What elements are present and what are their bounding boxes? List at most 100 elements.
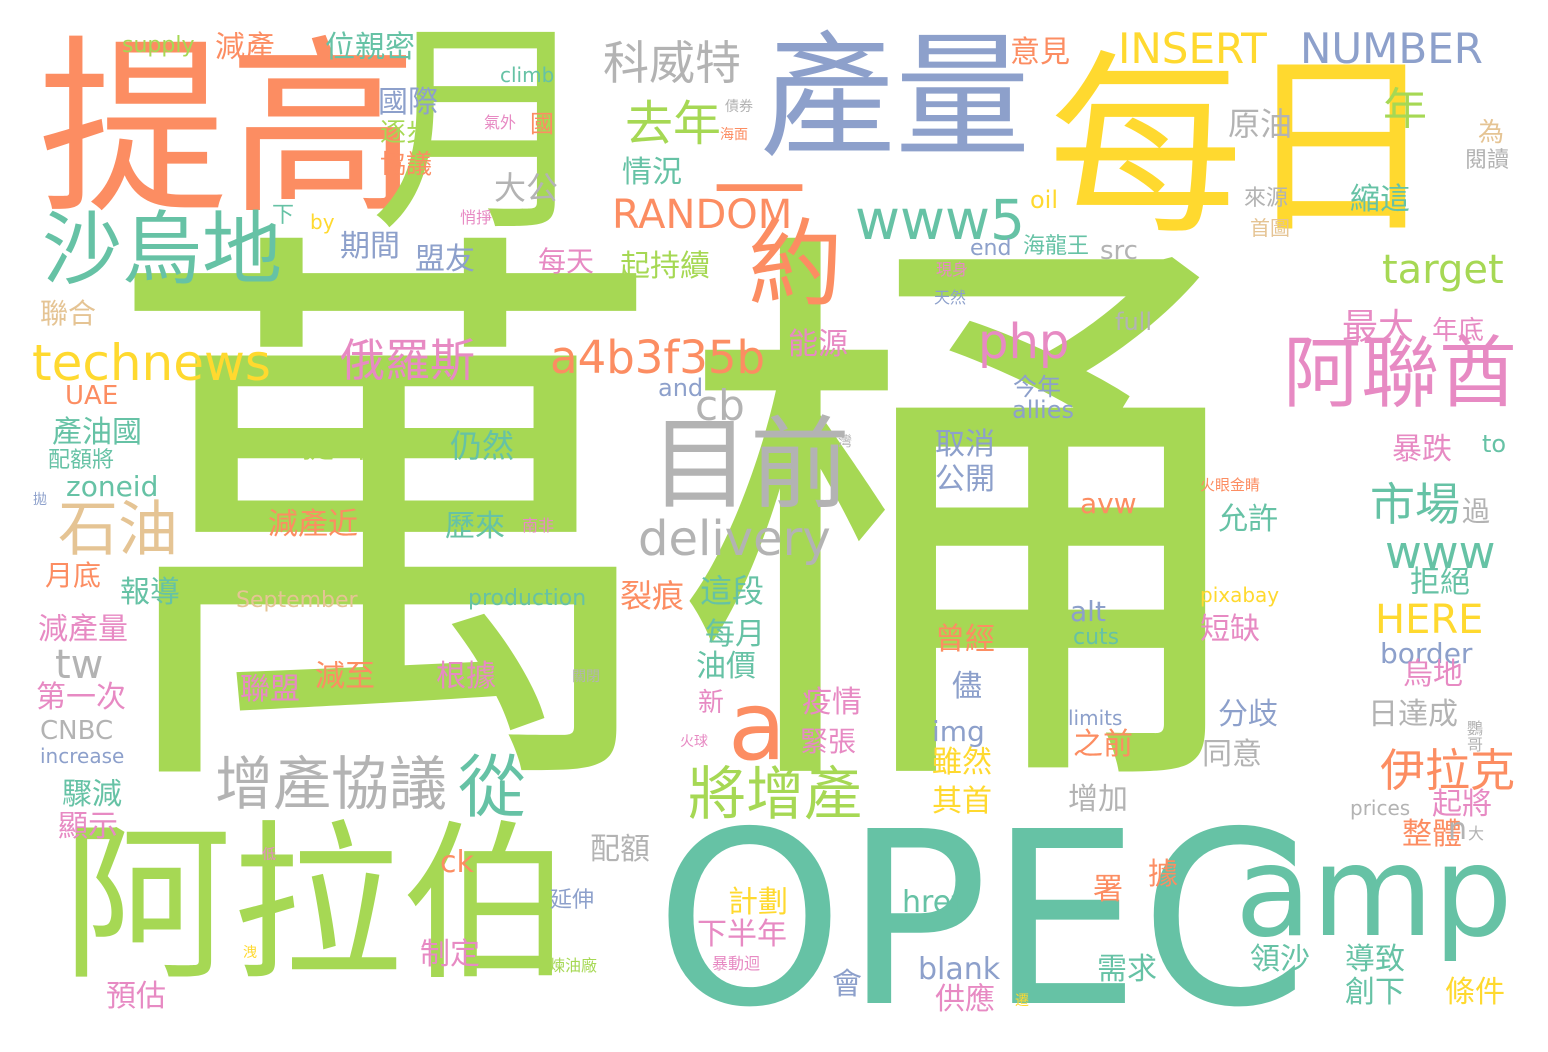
word-cjk-69: 天然 <box>934 288 967 307</box>
word-cjk-158: 條件 <box>1445 975 1505 1010</box>
word-end: end <box>970 236 1012 261</box>
word-cjk-80: 提出 <box>302 427 367 465</box>
word-cjk-120: 日達成 <box>1368 697 1458 732</box>
word-to: to <box>1482 430 1507 458</box>
word-cjk-47: 債券 <box>725 99 753 115</box>
word-cjk-88: 火眼金睛 <box>1200 476 1261 494</box>
word-cjk-58: 下 <box>272 203 295 228</box>
word-ck: ck <box>440 845 474 880</box>
word-avw: avw <box>1080 487 1137 520</box>
word-a: a <box>728 672 787 782</box>
word-src: src <box>1100 236 1138 266</box>
word-cjk-60: 悄掙 <box>460 208 493 227</box>
word-cjk-49: 氣外 <box>484 113 517 132</box>
word-cjk-84: 暴跌 <box>1392 432 1452 467</box>
word-cjk-133: 增加 <box>1068 782 1128 817</box>
word-cjk-152: 暴動迴 <box>712 954 761 973</box>
word-cjk-89: 過 <box>1462 495 1491 528</box>
word-cjk-40: 位親密 <box>325 30 415 65</box>
word-cjk-79: 配額將 <box>48 448 115 473</box>
word-blank: blank <box>918 952 1001 987</box>
word-cjk-139: 大 <box>1468 824 1485 843</box>
word-allies: allies <box>1012 396 1074 424</box>
word-cjk-157: 創下 <box>1345 975 1405 1010</box>
word-delivery: delivery <box>638 511 831 567</box>
word-cjk-70: 聯合 <box>40 297 97 330</box>
word-cjk-34: 年 <box>1383 84 1427 135</box>
word-alt: alt <box>1070 595 1106 628</box>
word-cjk-165: — <box>712 127 807 237</box>
word-cjk-112: 減至 <box>315 659 375 694</box>
word-img: img <box>932 715 985 748</box>
word-cjk-160: 會 <box>832 967 862 1002</box>
word-cjk-56: 來源 <box>1244 186 1289 211</box>
word-cjk-48: 海面 <box>720 127 748 143</box>
word-cjk-155: 領沙 <box>1250 942 1310 977</box>
word-tw: tw <box>55 642 104 688</box>
word-cjk-100: 拒絕 <box>1410 565 1470 600</box>
word-target: target <box>1382 247 1504 293</box>
word-cjk-98: 裂痕 <box>620 577 685 615</box>
word-here: HERE <box>1375 597 1484 643</box>
word-cjk-162: 遷 <box>1015 993 1029 1009</box>
word-random: RANDOM <box>612 192 793 238</box>
word-cjk-130: 同意 <box>1202 737 1262 772</box>
word-by: by <box>310 210 335 234</box>
word-cjk-15: 從 <box>458 749 527 828</box>
word-cjk-61: 期間 <box>340 229 400 264</box>
word-zoneid: zoneid <box>66 470 159 503</box>
word-prices: prices <box>1350 796 1411 820</box>
word-cjk-113: 根據 <box>436 659 496 694</box>
word-uae: UAE <box>65 381 119 411</box>
word-cjk-144: 署 <box>1093 872 1123 907</box>
word-cjk-115: 第一次 <box>36 680 126 715</box>
word-cjk-164: 拋 <box>33 492 47 508</box>
word-cjk-52: 閱讀 <box>1465 148 1510 173</box>
word-www5: www5 <box>855 188 1025 252</box>
word-cjk-140: 配額 <box>590 832 650 867</box>
word-cjk-4: 月 <box>370 1 595 263</box>
word-cjk-90: 減產近 <box>268 507 358 542</box>
word-cjk-30: 伊拉克 <box>1380 744 1516 797</box>
word-cjk-163: 灣 <box>838 434 852 450</box>
word-cjk-94: 月底 <box>45 559 102 592</box>
word-cjk-116: 疫情 <box>802 685 862 720</box>
word-a4b3f35b: a4b3f35b <box>550 331 766 384</box>
word-cjk-81: 仍然 <box>450 427 515 465</box>
word-cjk-145: 計劃 <box>728 885 788 920</box>
word-technews: technews <box>32 334 271 392</box>
word-cjk-132: 其首 <box>932 784 992 819</box>
word-cjk-2: 每日 <box>1048 34 1438 261</box>
word-cjk-154: 需求 <box>1097 952 1157 987</box>
word-cjk-64: 起持續 <box>620 249 710 284</box>
word-cjk-5: 產量 <box>760 19 1030 176</box>
word-cjk-82: 取消 <box>935 427 995 462</box>
word-cjk-26: 俄羅斯 <box>340 334 476 387</box>
word-cjk-57: 首圖 <box>1250 216 1290 240</box>
word-cjk-135: 起將 <box>1432 787 1492 822</box>
word-production: production <box>468 586 587 611</box>
word-cjk-105: 曾經 <box>935 622 995 657</box>
word-cjk-125: 鸚哥 <box>1464 720 1483 752</box>
word-cjk-73: 能源 <box>788 327 848 362</box>
word-cjk-63: 每天 <box>538 245 595 278</box>
word-cjk-28: 去年 <box>625 96 722 152</box>
word-cjk-35: 最大 <box>1342 307 1415 348</box>
word-cjk-117: 新 <box>698 688 725 718</box>
word-insert: INSERT <box>1118 24 1267 73</box>
word-cjk-137: 整體 <box>1402 817 1462 852</box>
word-cjk-46: 協議 <box>380 150 433 180</box>
word-cjk-93: 允許 <box>1218 502 1278 537</box>
word-cjk-14: 將增產 <box>688 760 863 828</box>
word-cjk-39: 減產 <box>215 30 275 65</box>
word-cjk-23: 科威特 <box>603 36 741 90</box>
word-cjk-11: 阿聯酋 <box>1283 329 1518 419</box>
word-cjk-53: 情況 <box>622 155 682 190</box>
word-cjk-76: 今年 <box>1013 373 1061 401</box>
word-cjk-150: 制定 <box>420 937 480 972</box>
word-limits: limits <box>1068 706 1123 730</box>
word-supply: supply <box>122 33 195 58</box>
word-cjk-102: 減產量 <box>38 612 128 647</box>
word-cjk-6: 阿拉伯 <box>62 806 573 1004</box>
